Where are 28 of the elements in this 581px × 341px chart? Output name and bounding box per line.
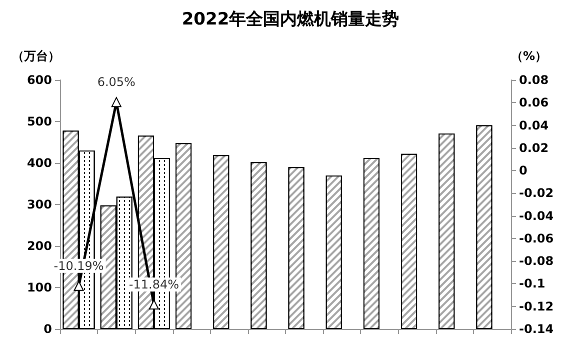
y2-tick-label: -0.1 bbox=[519, 276, 546, 291]
y-axis-title: （万台） bbox=[12, 49, 60, 63]
y-tick-label: 400 bbox=[26, 156, 52, 170]
y2-tick-label: 0.08 bbox=[519, 73, 549, 87]
y-tick-label: 300 bbox=[26, 198, 52, 212]
data-label: -11.84% bbox=[128, 278, 180, 292]
data-label: -10.19% bbox=[54, 258, 104, 273]
y2-axis-title: （%） bbox=[511, 49, 548, 63]
y2-tick-label: -0.12 bbox=[519, 299, 554, 314]
chart-title: 2022年全国内燃机销量走势 bbox=[182, 10, 400, 30]
y2-tick-label: -0.02 bbox=[519, 186, 554, 200]
y2-tick-label: -0.14 bbox=[519, 322, 554, 336]
y-tick-label: 0 bbox=[44, 322, 52, 336]
y-tick-label: 600 bbox=[26, 73, 52, 87]
y2-tick-label: 0.04 bbox=[519, 118, 549, 132]
y-tick-label: 200 bbox=[26, 239, 52, 253]
data-label: 6.05% bbox=[97, 75, 136, 90]
point bbox=[148, 300, 159, 310]
y2-tick-label: 0.02 bbox=[519, 140, 549, 155]
y-tick-label: 500 bbox=[26, 114, 52, 128]
y2-tick-label: -0.06 bbox=[519, 231, 554, 246]
y-tick-label: 100 bbox=[26, 280, 52, 294]
point bbox=[74, 280, 84, 291]
point bbox=[111, 97, 122, 108]
y2-tick-label: 0 bbox=[519, 164, 528, 178]
y2-tick-label: -0.04 bbox=[519, 208, 554, 223]
y2-tick-label: -0.08 bbox=[519, 254, 554, 268]
y2-tick-label: 0.06 bbox=[519, 96, 549, 110]
